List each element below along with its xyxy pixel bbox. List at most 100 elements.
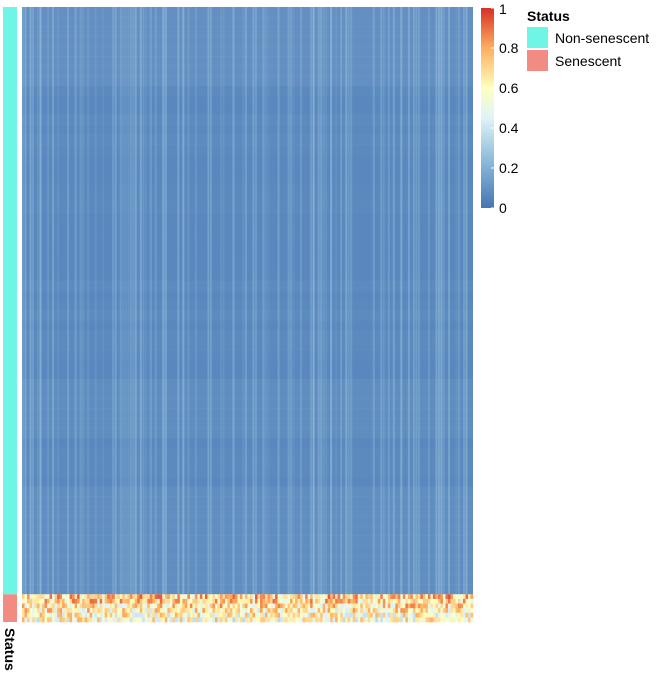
- heatmap-column-streak: [29, 7, 32, 595]
- heatmap-cell-senescent: [317, 617, 321, 623]
- heatmap-cell-senescent: [337, 594, 341, 600]
- heatmap-cell-senescent: [302, 612, 306, 618]
- heatmap-cell-senescent: [79, 594, 83, 600]
- heatmap-cell-senescent: [47, 617, 50, 623]
- heatmap-cell-senescent: [442, 617, 446, 623]
- heatmap-cell-senescent: [457, 594, 461, 600]
- heatmap-cell-senescent: [255, 608, 258, 614]
- heatmap-row-band: [22, 310, 473, 321]
- heatmap-cell-senescent: [267, 612, 271, 618]
- heatmap-cell-senescent: [122, 603, 126, 609]
- heatmap-column-streak: [32, 7, 35, 595]
- heatmap-cell-senescent: [445, 594, 449, 600]
- heatmap-cell-senescent: [265, 594, 268, 600]
- heatmap-cell-senescent: [87, 598, 90, 604]
- heatmap-column-streak: [154, 7, 157, 595]
- heatmap-cell-senescent: [327, 598, 331, 604]
- heatmap-cell-senescent: [290, 594, 293, 600]
- heatmap-cell-senescent: [42, 603, 45, 609]
- heatmap-row-band: [22, 516, 473, 527]
- heatmap-cell-senescent: [435, 598, 439, 604]
- heatmap-cell-senescent: [450, 598, 454, 604]
- heatmap-cell-senescent: [427, 598, 431, 604]
- heatmap-cell-senescent: [114, 603, 118, 609]
- heatmap-cell-senescent: [22, 603, 25, 609]
- heatmap-cell-senescent: [267, 594, 271, 600]
- heatmap-cell-senescent: [67, 603, 70, 609]
- heatmap-cell-senescent: [199, 598, 203, 604]
- heatmap-cell-senescent: [97, 594, 100, 600]
- heatmap-cell-senescent: [370, 612, 374, 618]
- heatmap-row-band: [22, 16, 473, 27]
- heatmap-cell-senescent: [197, 603, 201, 609]
- heatmap-cell-senescent: [114, 612, 118, 618]
- heatmap-cell-senescent: [430, 594, 434, 600]
- heatmap-cell-senescent: [174, 594, 178, 600]
- heatmap-cell-senescent: [462, 603, 466, 609]
- heatmap-cell-senescent: [117, 598, 121, 604]
- heatmap-cell-senescent: [229, 617, 233, 623]
- heatmap-cell-senescent: [365, 612, 369, 618]
- heatmap-cell-senescent: [367, 608, 371, 614]
- heatmap-cell-senescent: [189, 612, 193, 618]
- heatmap-cell-senescent: [375, 617, 379, 623]
- heatmap-cell-senescent: [282, 612, 286, 618]
- heatmap-column-streak: [382, 7, 385, 595]
- heatmap-cell-senescent: [292, 594, 296, 600]
- heatmap-cell-senescent: [179, 617, 183, 623]
- heatmap-cell-senescent: [164, 612, 168, 618]
- heatmap-cell-senescent: [127, 598, 131, 604]
- heatmap-cell-senescent: [234, 594, 238, 600]
- heatmap-cell-senescent: [22, 612, 25, 618]
- heatmap-cell-senescent: [184, 594, 188, 600]
- heatmap-cell-senescent: [242, 617, 246, 623]
- heatmap-cell-senescent: [227, 612, 231, 618]
- heatmap-cell-senescent: [435, 612, 439, 618]
- heatmap-cell-senescent: [24, 598, 28, 604]
- heatmap-column-streak: [345, 7, 348, 595]
- heatmap-cell-senescent: [307, 617, 311, 623]
- heatmap-cell-senescent: [437, 594, 441, 600]
- heatmap-cell-senescent: [382, 603, 386, 609]
- heatmap-cell-senescent: [24, 612, 28, 618]
- heatmap-cell-senescent: [305, 617, 308, 623]
- heatmap-cell-senescent: [247, 608, 251, 614]
- heatmap-cell-senescent: [320, 594, 323, 600]
- heatmap-cell-senescent: [307, 594, 311, 600]
- heatmap-cell-senescent: [317, 612, 321, 618]
- heatmap-cell-senescent: [152, 598, 156, 604]
- heatmap-cell-senescent: [347, 617, 351, 623]
- heatmap-cell-senescent: [244, 608, 248, 614]
- heatmap-cell-senescent: [59, 608, 63, 614]
- heatmap-cell-senescent: [300, 594, 303, 600]
- heatmap-cell-senescent: [112, 617, 116, 623]
- heatmap-cell-senescent: [114, 617, 118, 623]
- heatmap-cell-senescent: [122, 608, 126, 614]
- heatmap-cell-senescent: [392, 612, 396, 618]
- heatmap-column-streak: [232, 7, 235, 595]
- heatmap-cell-senescent: [179, 594, 183, 600]
- heatmap-cell-senescent: [330, 612, 333, 618]
- heatmap-cell-senescent: [104, 603, 108, 609]
- heatmap-cell-senescent: [367, 617, 371, 623]
- heatmap-cell-senescent: [265, 612, 268, 618]
- heatmap-cell-senescent: [270, 594, 273, 600]
- heatmap-cell-senescent: [297, 594, 301, 600]
- heatmap-cell-senescent: [142, 617, 146, 623]
- heatmap-cell-senescent: [77, 617, 80, 623]
- heatmap-cell-senescent: [179, 603, 183, 609]
- colorbar-tick-label: 0: [499, 200, 507, 216]
- heatmap-cell-senescent: [47, 598, 50, 604]
- heatmap-cell-senescent: [410, 608, 414, 614]
- heatmap-column-streak: [400, 7, 403, 595]
- heatmap-cell-senescent: [327, 603, 331, 609]
- heatmap-cell-senescent: [270, 612, 273, 618]
- heatmap-cell-senescent: [59, 598, 63, 604]
- heatmap-cell-senescent: [212, 603, 216, 609]
- heatmap-cell-senescent: [397, 612, 401, 618]
- heatmap-column-streak: [112, 7, 115, 595]
- heatmap-cell-senescent: [440, 598, 444, 604]
- heatmap-cell-senescent: [332, 617, 336, 623]
- heatmap-cell-senescent: [397, 598, 401, 604]
- heatmap-cell-senescent: [415, 603, 419, 609]
